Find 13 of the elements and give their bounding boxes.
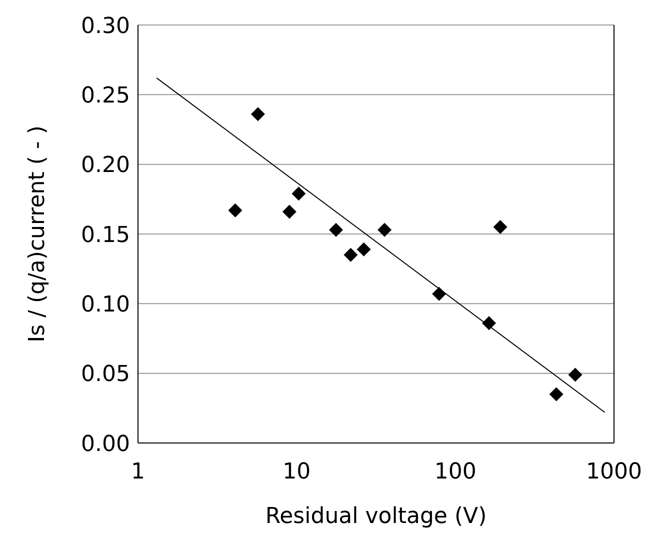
y-tick-label: 0.15: [81, 222, 130, 248]
y-tick-label: 0.30: [81, 14, 130, 39]
x-tick-label: 1: [131, 460, 145, 485]
x-tick-label: 1000: [586, 460, 642, 485]
y-axis-title: Is / (q/a)current ( - ): [24, 126, 50, 342]
x-tick-label: 10: [282, 460, 311, 485]
y-tick-label: 0.10: [81, 292, 130, 318]
x-axis-title: Residual voltage (V): [265, 504, 487, 529]
x-tick-label: 100: [434, 460, 476, 485]
y-tick-label: 0.20: [81, 153, 130, 178]
y-tick-label: 0.25: [81, 83, 130, 108]
y-tick-label: 0.05: [81, 362, 130, 388]
y-tick-label: 0.00: [81, 432, 130, 457]
